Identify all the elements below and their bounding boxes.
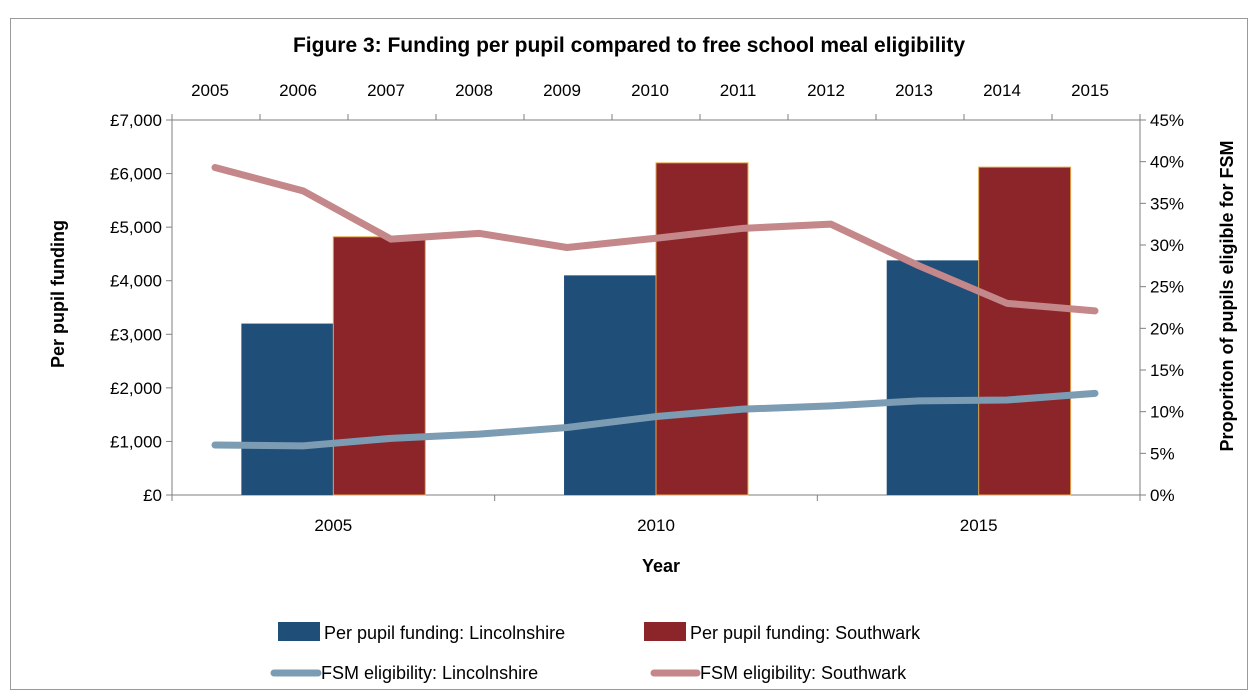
y-tick-label: £2,000 (110, 379, 162, 398)
x2-tick-label: 2012 (807, 81, 845, 100)
x2-tick-label: 2007 (367, 81, 405, 100)
y2-tick-label: 5% (1150, 444, 1175, 463)
x-tick-label: 2010 (637, 516, 675, 535)
bar-southwark-2005 (332, 236, 426, 496)
bar-lincolnshire-2010 (564, 275, 656, 495)
bar-southwark-2010 (655, 162, 749, 496)
legend-label-southwark-fsm: FSM eligibility: Southwark (700, 663, 907, 683)
legend: Per pupil funding: Lincolnshire Per pupi… (270, 622, 921, 683)
x2-tick-label: 2009 (543, 81, 581, 100)
x2-tick-label: 2015 (1071, 81, 1109, 100)
y2-tick-label: 30% (1150, 236, 1184, 255)
y-tick-label: £1,000 (110, 432, 162, 451)
y-axis-title: Per pupil funding (48, 220, 68, 368)
x-tick-label: 2005 (314, 516, 352, 535)
y-tick-label: £6,000 (110, 165, 162, 184)
chart-title: Figure 3: Funding per pupil compared to … (293, 34, 965, 57)
bar-lincolnshire-2005 (241, 323, 334, 495)
x2-tick-label: 2011 (720, 81, 757, 100)
y2-tick-label: 10% (1150, 403, 1184, 422)
line-fsm-lincolnshire (211, 389, 1099, 450)
y-tick-label: £4,000 (110, 272, 162, 291)
legend-swatch-southwark-funding (644, 622, 686, 641)
plot-area: £0 £1,000 £2,000 £3,000 £4,000 £5,000 £6,000 £7… (110, 81, 1184, 535)
x2-tick-label: 2010 (631, 81, 669, 100)
y2-tick-label: 0% (1150, 486, 1175, 505)
legend-swatch-lincolnshire-funding (278, 622, 320, 641)
y2-axis-title: Proporiton of pupils eligible for FSM (1217, 141, 1237, 452)
y2-tick-label: 25% (1150, 278, 1184, 297)
y2-tick-label: 35% (1150, 194, 1184, 213)
x2-tick-label: 2006 (279, 81, 317, 100)
bar-southwark-2015 (978, 166, 1072, 496)
y2-tick-label: 45% (1150, 111, 1184, 130)
x2-tick-label: 2013 (895, 81, 933, 100)
y-tick-label: £3,000 (110, 325, 162, 344)
bar-lincolnshire-2015 (886, 260, 979, 495)
x-axis-title: Year (642, 556, 680, 576)
x2-tick-label: 2008 (455, 81, 493, 100)
y-tick-label: £7,000 (110, 111, 162, 130)
y-tick-label: £0 (143, 486, 162, 505)
y2-tick-label: 20% (1150, 319, 1184, 338)
y2-tick-label: 40% (1150, 153, 1184, 172)
legend-label-southwark-funding: Per pupil funding: Southwark (690, 623, 921, 643)
line-fsm-southwark (211, 164, 1099, 315)
legend-label-lincolnshire-fsm: FSM eligibility: Lincolnshire (321, 663, 538, 683)
x-tick-label: 2015 (960, 516, 998, 535)
x2-tick-label: 2014 (983, 81, 1021, 100)
x2-tick-label: 2005 (191, 81, 229, 100)
y-tick-label: £5,000 (110, 218, 162, 237)
y2-tick-label: 15% (1150, 361, 1184, 380)
legend-label-lincolnshire-funding: Per pupil funding: Lincolnshire (324, 623, 565, 643)
